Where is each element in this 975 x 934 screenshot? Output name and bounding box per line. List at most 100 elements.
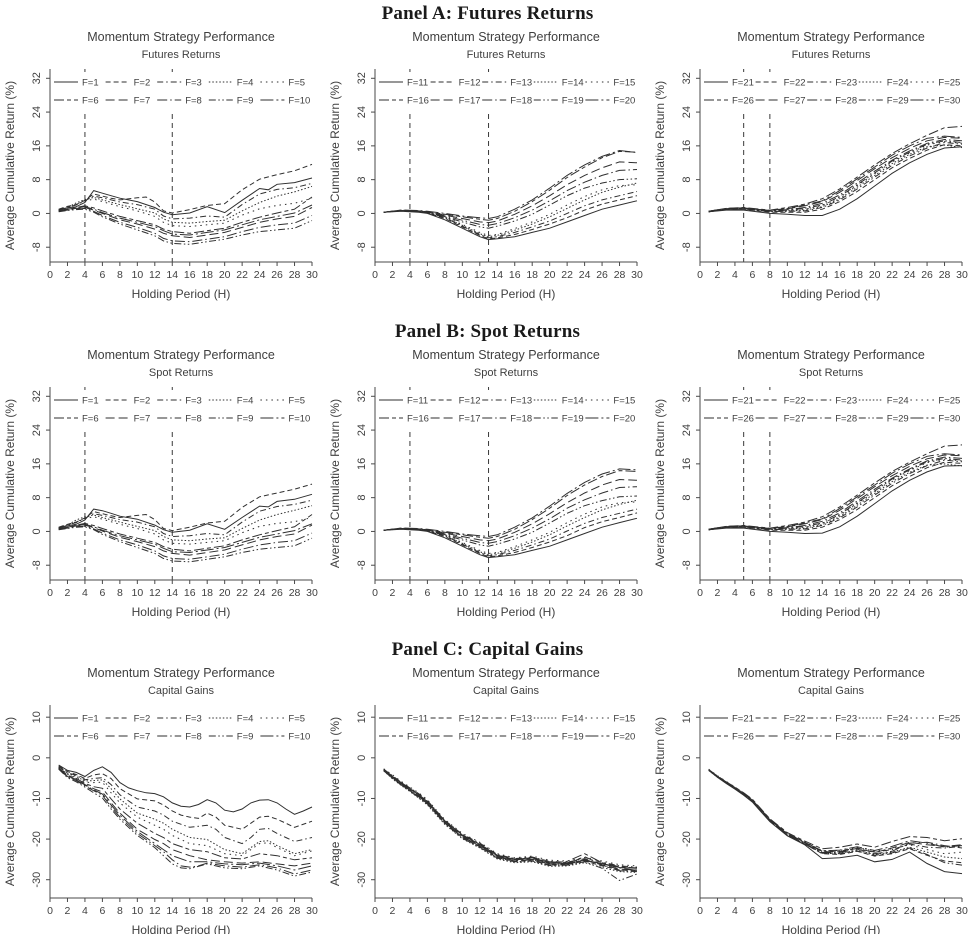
x-tick-label: 6	[99, 269, 105, 281]
legend-entry: F=20	[585, 96, 635, 107]
legend-entry: F=14	[533, 78, 584, 89]
legend-label: F=12	[459, 78, 481, 89]
y-tick-label: -8	[31, 560, 43, 570]
legend-label: F=9	[237, 732, 254, 743]
legend-entry: F=15	[585, 714, 635, 725]
legend: F=1 F=2 F=3 F=4 F=5 F=6 F=7 F=8 F=9 F=10	[54, 396, 310, 425]
x-tick-label: 20	[869, 905, 881, 917]
series-F-23	[708, 459, 963, 531]
chart-title: Momentum Strategy Performance	[87, 666, 275, 680]
legend-label: F=3	[185, 78, 202, 89]
legend-entry: F=4	[208, 396, 253, 407]
legend-entry: F=21	[704, 714, 754, 725]
series-F-9	[58, 526, 313, 563]
series-F-7	[58, 524, 313, 556]
x-tick-label: 22	[236, 269, 248, 281]
series-F-24	[708, 770, 963, 860]
panel-b-heading: Panel B: Spot Returns	[394, 321, 581, 342]
x-tick-label: 6	[749, 269, 755, 281]
legend-entry: F=30	[910, 96, 960, 107]
y-tick-label: 24	[31, 106, 43, 118]
legend-background	[376, 72, 636, 110]
x-tick-label: 30	[631, 905, 643, 917]
legend-label: F=15	[613, 714, 635, 725]
legend-label: F=30	[938, 732, 960, 743]
y-tick-label: 8	[356, 495, 368, 501]
legend: F=11 F=12 F=13 F=14 F=15 F=16 F=17 F=18 F=19 F=20	[379, 396, 635, 425]
series-F-6	[58, 767, 313, 861]
chart-subtitle: Futures Returns	[142, 49, 221, 61]
y-tick-label: 16	[31, 140, 43, 152]
legend-label: F=29	[887, 732, 909, 743]
legend-entry: F=11	[379, 396, 428, 407]
series-F-25	[708, 458, 963, 531]
legend-label: F=19	[562, 96, 584, 107]
series-F-20	[383, 149, 638, 220]
x-tick-label: 4	[82, 269, 88, 281]
y-tick-label: -20	[681, 831, 693, 847]
legend-background	[376, 708, 636, 746]
x-tick-label: 18	[201, 905, 213, 917]
x-tick-label: 10	[781, 905, 793, 917]
y-tick-label: 8	[356, 177, 368, 183]
x-tick-label: 4	[82, 905, 88, 917]
y-tick-label: 10	[31, 711, 43, 723]
legend-label: F=13	[510, 78, 532, 89]
x-tick-label: 30	[631, 587, 643, 599]
panel-c-heading: Panel C: Capital Gains	[391, 639, 584, 660]
legend-entry: F=25	[910, 396, 960, 407]
legend-entry: F=18	[482, 96, 532, 107]
x-tick-label: 22	[561, 905, 573, 917]
x-tick-label: 22	[561, 269, 573, 281]
x-tick-label: 28	[939, 269, 951, 281]
legend-label: F=4	[237, 78, 254, 89]
series-F-24	[708, 463, 963, 531]
legend-entry: F=13	[482, 396, 532, 407]
x-tick-label: 4	[732, 587, 738, 599]
y-tick-label: 8	[31, 177, 43, 183]
legend-label: F=15	[613, 78, 635, 89]
x-tick-label: 2	[715, 269, 721, 281]
x-tick-label: 4	[732, 905, 738, 917]
legend-label: F=28	[835, 414, 857, 425]
x-tick-label: 20	[219, 587, 231, 599]
x-tick-label: 18	[526, 587, 538, 599]
x-tick-label: 6	[424, 269, 430, 281]
y-tick-label: 8	[681, 177, 693, 183]
legend-label: F=7	[134, 732, 151, 743]
legend-entry: F=12	[430, 78, 481, 89]
x-tick-label: 4	[407, 905, 413, 917]
x-tick-label: 14	[491, 905, 503, 917]
y-axis-title: Average Cumulative Return (%)	[653, 717, 667, 886]
legend-entry: F=14	[533, 396, 584, 407]
series-F-15	[383, 768, 638, 867]
x-axis-title: Holding Period (H)	[782, 287, 881, 301]
legend-entry: F=14	[533, 714, 584, 725]
chart-futures-f1-10: Momentum Strategy Performance Futures Ret…	[0, 25, 325, 318]
series-F-4	[58, 185, 313, 224]
legend-label: F=8	[185, 414, 202, 425]
series-F-23	[708, 769, 963, 853]
legend-entry: F=6	[54, 96, 99, 107]
legend-label: F=17	[459, 96, 481, 107]
y-tick-label: -8	[356, 560, 368, 570]
legend-label: F=29	[887, 96, 909, 107]
series-F-20	[383, 468, 638, 538]
series-F-22	[708, 461, 963, 531]
series-F-14	[383, 770, 638, 873]
series-F-13	[383, 191, 638, 239]
y-tick-label: 8	[31, 495, 43, 501]
y-tick-label: -30	[31, 872, 43, 888]
legend-label: F=11	[407, 396, 428, 407]
x-tick-label: 16	[509, 269, 521, 281]
x-tick-label: 8	[767, 905, 773, 917]
x-axis-title: Holding Period (H)	[457, 287, 556, 301]
x-tick-label: 18	[851, 269, 863, 281]
legend-label: F=11	[407, 714, 428, 725]
y-tick-label: 16	[31, 458, 43, 470]
x-tick-label: 24	[254, 269, 266, 281]
